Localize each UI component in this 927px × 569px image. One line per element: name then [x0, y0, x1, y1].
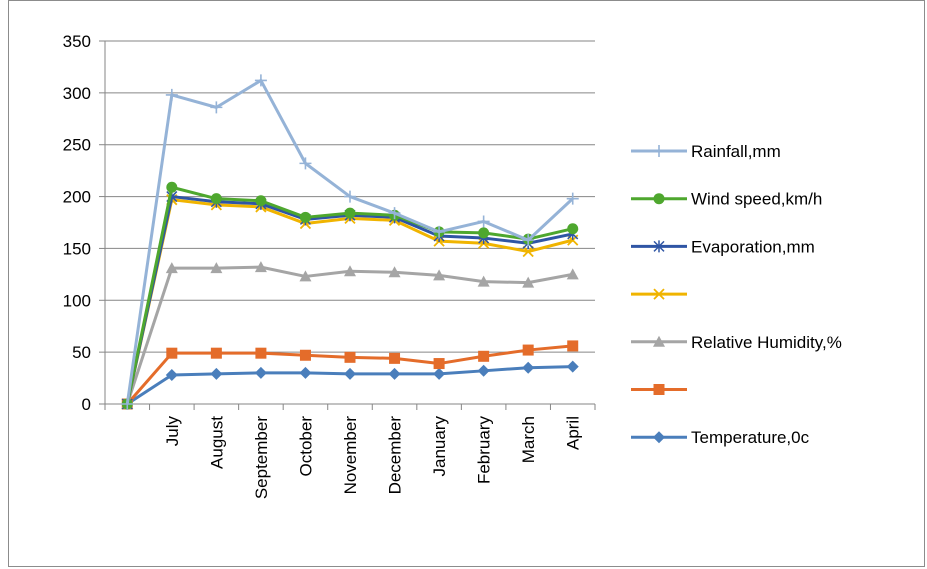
data-point: [653, 384, 665, 395]
data-point: [165, 262, 178, 274]
legend-item: Rainfall,mm: [631, 142, 781, 161]
data-point: [344, 190, 356, 203]
x-tick-label: February: [475, 416, 494, 485]
data-point: [210, 367, 223, 380]
data-point: [254, 261, 267, 273]
data-point: [477, 215, 490, 228]
data-point: [433, 358, 445, 370]
x-tick-label: October: [296, 416, 315, 477]
data-point: [522, 245, 534, 258]
x-tick-label: April: [564, 416, 583, 450]
data-point: [477, 275, 490, 287]
data-point: [433, 269, 446, 281]
data-point: [254, 366, 267, 379]
legend-label: Temperature,0c: [691, 428, 810, 447]
y-tick-label: 50: [72, 343, 91, 362]
data-point: [299, 349, 311, 361]
chart-frame: 0 50 100 150 200 250 300 350 July August September…: [8, 0, 925, 567]
data-point: [165, 368, 178, 381]
data-point: [477, 364, 490, 377]
data-point: [344, 351, 356, 363]
x-tick-label: August: [207, 416, 226, 469]
data-point: [478, 227, 490, 239]
legend-label: Rainfall,mm: [691, 142, 781, 161]
data-point: [567, 223, 579, 235]
data-point: [478, 350, 490, 362]
y-tick-label: 300: [63, 84, 91, 103]
data-point: [653, 431, 665, 444]
y-tick-label: 200: [63, 188, 91, 207]
y-tick-label: 0: [82, 395, 91, 414]
data-point: [210, 101, 223, 114]
data-point: [389, 352, 401, 364]
data-point: [653, 240, 665, 253]
data-point: [567, 340, 579, 352]
data-point: [522, 234, 535, 247]
data-point: [210, 193, 222, 205]
legend-item: Evaporation,mm: [631, 237, 815, 256]
data-point: [344, 207, 356, 219]
y-tick-label: 100: [63, 291, 91, 310]
series-line: [125, 265, 574, 405]
data-point: [522, 361, 535, 374]
series-1: [121, 181, 579, 410]
series-0: [121, 74, 579, 410]
legend-label: Relative Humidity,%: [691, 333, 842, 352]
line-chart: 0 50 100 150 200 250 300 350 July August September…: [63, 32, 842, 499]
data-point: [522, 344, 534, 356]
x-tick-label: November: [341, 416, 360, 495]
legend-item: [631, 384, 687, 395]
data-point: [166, 347, 178, 359]
legend-label: Wind speed,km/h: [691, 190, 822, 209]
data-point: [344, 265, 356, 277]
data-point: [254, 74, 267, 87]
y-tick-label: 350: [63, 32, 91, 51]
data-point: [121, 398, 134, 410]
data-point: [165, 88, 178, 101]
data-point: [433, 225, 446, 238]
x-tick-label: December: [386, 416, 405, 495]
data-point: [299, 270, 312, 282]
data-point: [653, 145, 665, 157]
data-point: [653, 288, 665, 300]
legend-item: Relative Humidity,%: [631, 333, 842, 352]
data-point: [653, 193, 665, 205]
y-tick-label: 150: [63, 239, 91, 258]
x-tick-label: July: [163, 416, 182, 447]
data-point: [255, 195, 267, 207]
data-point: [566, 192, 579, 205]
data-point: [299, 366, 312, 379]
data-point: [433, 367, 446, 380]
x-tick-label: March: [519, 416, 538, 463]
data-point: [210, 262, 223, 274]
legend-label: Evaporation,mm: [691, 237, 815, 256]
data-point: [388, 207, 401, 220]
data-point: [566, 268, 579, 280]
x-tick-label: September: [252, 416, 271, 499]
data-point: [210, 347, 222, 359]
data-point: [566, 360, 579, 373]
data-point: [522, 276, 535, 288]
legend-item: Temperature,0c: [631, 428, 810, 447]
data-point: [388, 266, 401, 278]
data-point: [255, 347, 267, 359]
data-point: [299, 157, 312, 170]
legend-item: [631, 288, 687, 300]
data-point: [388, 367, 401, 380]
data-point: [653, 335, 665, 347]
legend-item: Wind speed,km/h: [631, 190, 822, 209]
series-6: [121, 360, 579, 410]
x-tick-label: January: [430, 416, 449, 477]
data-point: [166, 181, 178, 193]
series-4: [121, 261, 579, 409]
y-tick-label: 250: [63, 136, 91, 155]
data-point: [299, 211, 311, 223]
data-point: [344, 367, 356, 380]
series-5: [121, 340, 579, 410]
